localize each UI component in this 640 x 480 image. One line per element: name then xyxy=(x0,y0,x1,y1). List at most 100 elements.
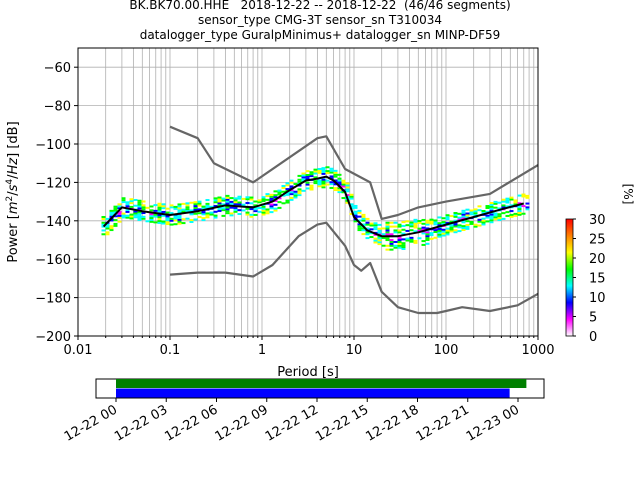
density-cell xyxy=(509,198,514,201)
density-cell xyxy=(397,225,402,228)
density-cell xyxy=(465,216,470,219)
density-cell xyxy=(329,171,334,174)
density-cell xyxy=(305,177,310,180)
density-cell xyxy=(377,231,382,234)
density-cell xyxy=(165,219,170,222)
density-cell xyxy=(421,243,426,246)
density-cell xyxy=(257,199,262,202)
density-cell xyxy=(125,208,130,211)
colorbar-label: [%] xyxy=(621,184,635,205)
density-cell xyxy=(497,219,502,222)
density-cell xyxy=(121,197,126,200)
density-cell xyxy=(449,228,454,231)
density-cell xyxy=(285,201,290,204)
density-cell xyxy=(401,224,406,227)
density-cell xyxy=(113,222,118,225)
density-cell xyxy=(101,221,106,224)
density-cell xyxy=(361,219,366,222)
density-cell xyxy=(357,227,362,230)
density-cell xyxy=(169,204,174,207)
density-cell xyxy=(469,213,474,216)
y-tick-label: −160 xyxy=(35,253,71,268)
density-cell xyxy=(441,217,446,220)
density-cell xyxy=(373,222,378,225)
title-line-3: datalogger_type GuralpMinimus+ datalogge… xyxy=(139,28,501,42)
density-cell xyxy=(453,212,458,215)
density-cell xyxy=(333,189,338,192)
density-cell xyxy=(433,236,438,239)
density-cell xyxy=(441,221,446,224)
density-cell xyxy=(465,220,470,223)
density-cell xyxy=(193,206,198,209)
density-cell xyxy=(129,198,134,201)
density-cell xyxy=(249,196,254,199)
density-cell xyxy=(397,246,402,249)
density-cell xyxy=(105,223,110,226)
density-cell xyxy=(461,221,466,224)
density-cell xyxy=(445,231,450,234)
density-cell xyxy=(409,223,414,226)
density-cell xyxy=(457,230,462,233)
density-cell xyxy=(229,200,234,203)
density-cell xyxy=(269,203,274,206)
density-cell xyxy=(201,207,206,210)
density-cell xyxy=(369,222,374,225)
density-cell xyxy=(197,202,202,205)
y-tick-label: −120 xyxy=(35,176,71,191)
density-cell xyxy=(121,212,126,215)
density-cell xyxy=(493,212,498,215)
curves xyxy=(102,125,539,315)
density-cell xyxy=(449,220,454,223)
density-cell xyxy=(101,229,106,232)
density-cell xyxy=(365,231,370,234)
y-tick-label: −140 xyxy=(35,215,71,230)
density-cell xyxy=(125,214,130,217)
density-cell xyxy=(237,195,242,198)
density-cell xyxy=(345,194,350,197)
density-cell xyxy=(433,221,438,224)
density-cell xyxy=(173,205,178,208)
density-cell xyxy=(337,189,342,192)
density-cell xyxy=(465,214,470,217)
density-cell xyxy=(201,211,206,214)
density-cell xyxy=(501,204,506,207)
y-label-part: m xyxy=(6,201,21,214)
density-cell xyxy=(425,221,430,224)
density-cell xyxy=(425,235,430,238)
density-cell xyxy=(185,208,190,211)
density-cell xyxy=(401,238,406,241)
density-cell xyxy=(349,212,354,215)
density-cell xyxy=(225,208,230,211)
density-cell xyxy=(217,198,222,201)
density-cell xyxy=(477,218,482,221)
density-cell xyxy=(109,213,114,216)
density-cell xyxy=(385,229,390,232)
density-cell xyxy=(113,209,118,212)
density-cell xyxy=(449,226,454,229)
density-cell xyxy=(409,221,414,224)
density-cell xyxy=(433,223,438,226)
density-cell xyxy=(121,199,126,202)
density-cell xyxy=(133,216,138,219)
density-cell xyxy=(397,229,402,232)
density-cell xyxy=(485,216,490,219)
density-cell xyxy=(377,241,382,244)
density-cell xyxy=(413,224,418,227)
density-cell xyxy=(149,218,154,221)
density-cell xyxy=(129,215,134,218)
density-cell xyxy=(145,206,150,209)
density-cell xyxy=(445,233,450,236)
density-cell xyxy=(525,194,530,197)
density-cell xyxy=(225,202,230,205)
density-cell xyxy=(153,221,158,224)
density-cell xyxy=(213,205,218,208)
colorbar-tick-label: 5 xyxy=(589,311,597,326)
density-cell xyxy=(221,214,226,217)
density-cell xyxy=(117,207,122,210)
density-cell xyxy=(141,200,146,203)
density-cell xyxy=(469,211,474,214)
density-cell xyxy=(157,208,162,211)
density-cell xyxy=(185,217,190,220)
density-cell xyxy=(357,225,362,228)
density-cell xyxy=(405,229,410,232)
